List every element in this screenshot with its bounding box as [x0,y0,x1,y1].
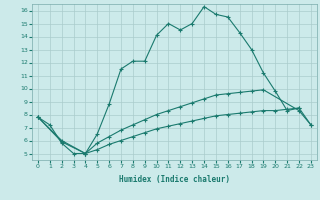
X-axis label: Humidex (Indice chaleur): Humidex (Indice chaleur) [119,175,230,184]
